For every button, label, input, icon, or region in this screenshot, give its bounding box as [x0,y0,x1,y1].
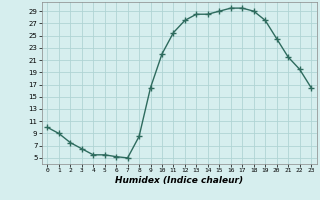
X-axis label: Humidex (Indice chaleur): Humidex (Indice chaleur) [115,176,243,185]
